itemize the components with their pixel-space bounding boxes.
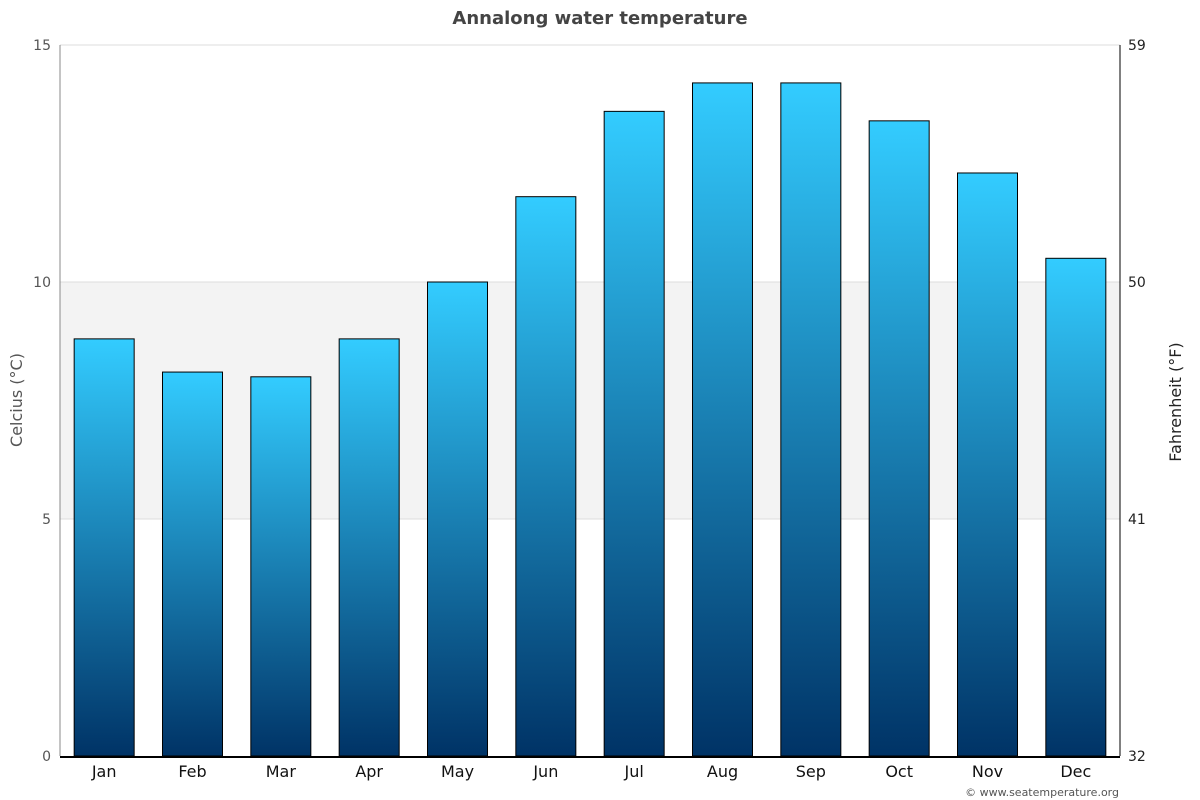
bar-jan <box>73 338 135 757</box>
bar-dec <box>1045 257 1107 757</box>
y-tick-label: 0 <box>42 749 51 765</box>
chart-title: Annalong water temperature <box>452 8 747 29</box>
highlight-band <box>60 282 1120 519</box>
y2-tick-label: 59 <box>1128 38 1146 54</box>
bar-sep <box>780 82 842 757</box>
bar-jun <box>515 196 577 757</box>
bar-jul <box>603 110 665 757</box>
x-tick-label: Aug <box>707 762 738 781</box>
x-tick-label: Jun <box>532 762 558 781</box>
bar-may <box>427 281 488 757</box>
bar-nov <box>957 172 1018 757</box>
bar-feb <box>162 371 223 757</box>
x-tick-label: Mar <box>266 762 297 781</box>
x-tick-label: Dec <box>1060 762 1091 781</box>
y2-axis-label: Fahrenheit (°F) <box>1166 342 1185 461</box>
bar-oct <box>868 120 930 757</box>
x-tick-label: Apr <box>355 762 383 781</box>
x-tick-label: Jul <box>624 762 644 781</box>
x-tick-label: Jan <box>91 762 117 781</box>
bar-apr <box>338 338 400 757</box>
x-tick-label: Oct <box>885 762 913 781</box>
y2-tick-label: 50 <box>1128 275 1146 291</box>
y-axis-label: Celcius (°C) <box>7 353 26 447</box>
x-tick-label: Sep <box>796 762 826 781</box>
y-tick-label: 10 <box>33 275 51 291</box>
x-tick-label: May <box>441 762 474 781</box>
x-tick-label: Nov <box>972 762 1003 781</box>
x-tick-label: Feb <box>178 762 206 781</box>
y-tick-label: 15 <box>33 38 51 54</box>
y-tick-label: 5 <box>42 512 51 528</box>
bar-aug <box>692 82 753 757</box>
bar-mar <box>250 376 312 757</box>
credit-text[interactable]: © www.seatemperature.org <box>965 786 1119 799</box>
y2-tick-label: 32 <box>1128 749 1146 765</box>
y2-tick-label: 41 <box>1128 512 1146 528</box>
